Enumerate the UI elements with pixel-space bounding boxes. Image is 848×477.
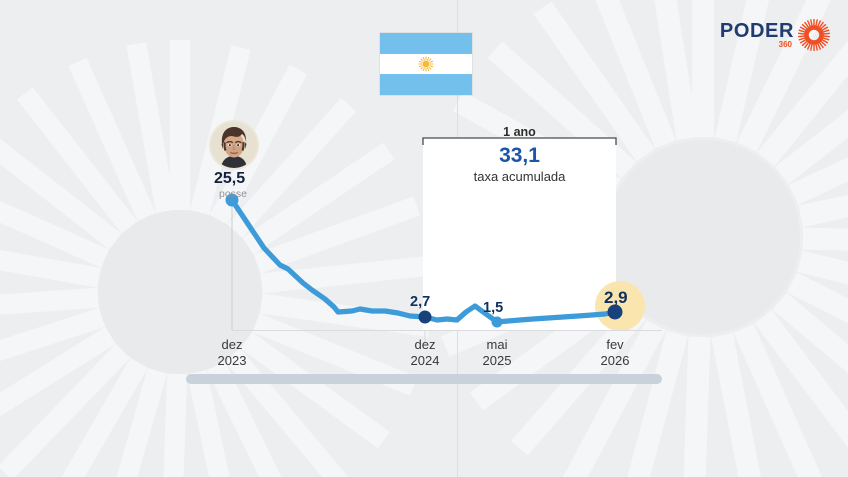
axis-tick-dez-2024: dez 2024 (390, 337, 460, 369)
axis-tick-fev-2026: fev 2026 (580, 337, 650, 369)
axis-tick-mai-2025: mai 2025 (462, 337, 532, 369)
axis-tick-month: dez (414, 337, 436, 352)
javier-milei-avatar (211, 122, 257, 168)
callout-title: 1 ano (503, 125, 536, 139)
value-label-mai-2025: 1,5 (483, 300, 504, 316)
axis-tick-year: 2024 (410, 353, 440, 368)
flag-stripe-bottom (380, 74, 472, 95)
timeline-scrollbar[interactable] (186, 374, 662, 384)
marker-mai-2025 (491, 316, 503, 328)
axis-tick-dez-2023: dez 2023 (197, 337, 267, 369)
logo-360-text: 360 (778, 40, 792, 49)
axis-tick-year: 2025 (482, 353, 512, 368)
flag-stripe-top (380, 33, 472, 54)
axis-tick-year: 2023 (217, 353, 247, 368)
sun-of-may-icon (418, 56, 434, 72)
marker-dez-2024 (418, 310, 432, 324)
axis-tick-year: 2026 (600, 353, 630, 368)
final-value-highlight (595, 281, 645, 331)
marker-dez-2023 (225, 193, 239, 207)
marker-fev-2026 (607, 304, 623, 320)
start-value-caption: posse (219, 188, 248, 200)
logo-wordmark: PODER 360 (720, 18, 794, 52)
sunburst-mark-icon (798, 19, 830, 51)
value-label-dez-2024: 2,7 (410, 294, 431, 310)
poder360-logo[interactable]: PODER 360 (720, 18, 830, 52)
callout-subtitle: taxa acumulada (473, 169, 566, 184)
avatar-portrait (211, 122, 257, 168)
start-value-label: 25,5 (214, 170, 246, 187)
axis-tick-month: mai (486, 337, 508, 352)
argentina-flag (380, 33, 472, 95)
axis-tick-month: fev (606, 337, 624, 352)
callout-value: 33,1 (499, 144, 540, 167)
logo-poder-text: PODER (719, 20, 794, 42)
axis-tick-month: dez (221, 337, 243, 352)
accumulated-rate-callout (423, 138, 616, 330)
value-label-fev-2026: 2,9 (604, 288, 628, 307)
